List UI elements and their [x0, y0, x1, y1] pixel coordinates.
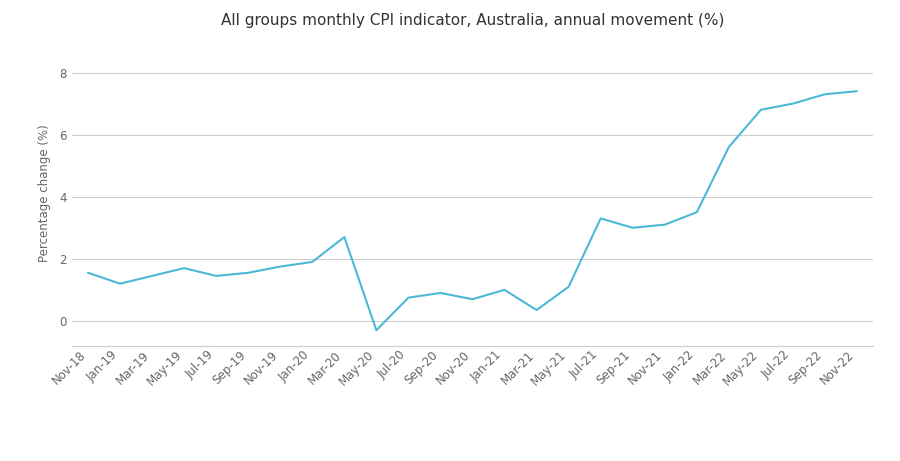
Annual change	[563, 284, 574, 290]
Annual change	[307, 259, 318, 265]
Annual change	[755, 107, 766, 112]
Annual change	[467, 296, 478, 302]
Y-axis label: Percentage change (%): Percentage change (%)	[38, 125, 50, 262]
Annual change	[660, 222, 670, 227]
Annual change	[820, 91, 831, 97]
Annual change	[371, 327, 382, 333]
Annual change	[691, 209, 702, 215]
Annual change	[627, 225, 638, 230]
Line: Annual change: Annual change	[88, 91, 857, 330]
Annual change	[83, 270, 94, 276]
Annual change	[435, 290, 446, 296]
Annual change	[274, 264, 285, 269]
Annual change	[531, 307, 542, 313]
Annual change	[724, 144, 734, 150]
Annual change	[114, 281, 125, 286]
Annual change	[788, 101, 798, 106]
Annual change	[147, 273, 158, 278]
Annual change	[211, 273, 221, 278]
Annual change	[339, 234, 350, 240]
Annual change	[851, 89, 862, 94]
Annual change	[500, 287, 510, 293]
Annual change	[179, 266, 190, 271]
Annual change	[403, 295, 414, 301]
Annual change	[243, 270, 254, 276]
Title: All groups monthly CPI indicator, Australia, annual movement (%): All groups monthly CPI indicator, Austra…	[220, 13, 724, 28]
Annual change	[595, 216, 606, 221]
